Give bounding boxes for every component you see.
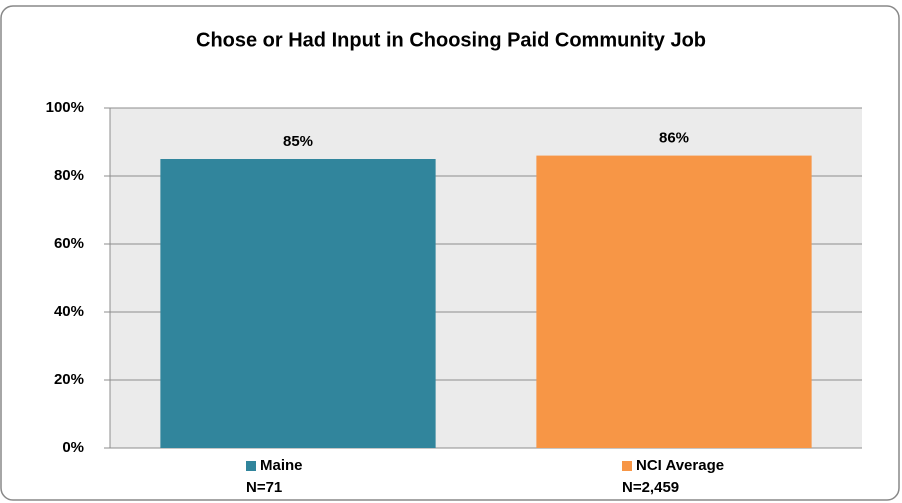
x-tick-label: NCI Average xyxy=(636,457,724,474)
sample-size-label: N=2,459 xyxy=(622,479,679,496)
y-tick-label: 0% xyxy=(62,439,84,456)
value-label: 85% xyxy=(283,133,313,150)
bar xyxy=(160,159,436,448)
y-tick-label: 60% xyxy=(54,235,84,252)
chart-title: Chose or Had Input in Choosing Paid Comm… xyxy=(196,29,706,51)
value-label: 86% xyxy=(659,130,689,147)
legend-swatch xyxy=(622,461,632,471)
legend-swatch xyxy=(246,461,256,471)
x-tick-label: Maine xyxy=(260,457,303,474)
bar xyxy=(536,155,812,448)
sample-size-label: N=71 xyxy=(246,479,282,496)
y-tick-label: 40% xyxy=(54,303,84,320)
y-tick-label: 100% xyxy=(46,99,84,116)
y-tick-label: 80% xyxy=(54,167,84,184)
y-tick-label: 20% xyxy=(54,371,84,388)
